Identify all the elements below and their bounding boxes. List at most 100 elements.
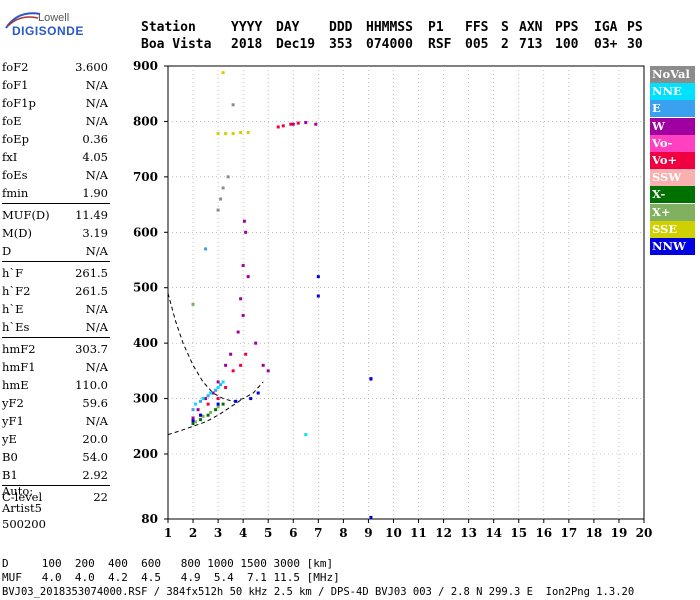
data-point-nne xyxy=(194,402,198,406)
legend-item: NoVal xyxy=(650,66,695,83)
param-row: foF2 3.600 xyxy=(2,60,108,78)
y-tick-label: 600 xyxy=(133,225,158,239)
param-value: N/A xyxy=(85,114,108,128)
param-name: foEs xyxy=(2,168,28,182)
data-point-noval xyxy=(231,103,235,107)
param-row: M(D) 3.19 xyxy=(2,226,108,244)
param-row: yF2 59.6 xyxy=(2,396,108,414)
param-value: N/A xyxy=(85,360,108,374)
x-tick-label: 5 xyxy=(264,526,272,540)
x-tick-label: 3 xyxy=(214,526,222,540)
x-tick-label: 13 xyxy=(460,526,477,540)
data-point-w xyxy=(266,369,270,373)
data-point-w xyxy=(241,313,245,317)
data-point-w xyxy=(242,219,246,223)
legend-item: Vo- xyxy=(650,134,695,152)
data-point-sse xyxy=(224,132,228,136)
x-tick-label: 20 xyxy=(636,526,653,540)
param-value: N/A xyxy=(85,414,108,428)
param-name: yE xyxy=(2,432,17,446)
param-value: 3.19 xyxy=(82,226,108,240)
param-name: D xyxy=(2,244,12,258)
data-point-w xyxy=(204,397,208,401)
data-point-x- xyxy=(191,302,195,306)
header-label: Station xyxy=(141,20,196,35)
data-point-nne xyxy=(221,380,225,384)
legend-item: X- xyxy=(650,186,695,204)
header-label: PPS xyxy=(555,20,579,35)
x-tick-label: 2 xyxy=(189,526,197,540)
header-label: FFS xyxy=(465,20,489,35)
data-point-x- xyxy=(214,408,218,412)
param-value: 4.05 xyxy=(82,150,108,164)
header-value: 100 xyxy=(555,37,579,52)
param-name: MUF(D) xyxy=(2,208,50,222)
data-point-nnw xyxy=(216,402,220,406)
legend-item: SSE xyxy=(650,220,695,238)
param-value: 1.90 xyxy=(82,186,108,200)
data-point-nnw xyxy=(256,391,260,395)
param-name: fmin xyxy=(2,186,29,200)
param-row: h`E N/A xyxy=(2,302,108,320)
data-point-w xyxy=(244,230,248,234)
param-name: M(D) xyxy=(2,226,32,240)
param-value: 110.0 xyxy=(75,378,108,392)
data-point-w xyxy=(314,122,318,126)
distance-row: D 100 200 400 600 800 1000 1500 3000 [km… xyxy=(2,557,334,570)
header-label: PS xyxy=(627,20,643,35)
param-name: yF2 xyxy=(2,396,24,410)
param-value: N/A xyxy=(85,78,108,92)
param-row: B0 54.0 xyxy=(2,450,108,468)
data-point-vo- xyxy=(276,125,280,129)
param-row: fmin 1.90 xyxy=(2,186,108,204)
data-point-e xyxy=(214,388,218,392)
dashed-trace-lower xyxy=(167,398,244,436)
footer-info: BVJ03_2018353074000.RSF / 384fx512h 50 k… xyxy=(2,586,635,598)
x-tick-label: 19 xyxy=(611,526,628,540)
x-tick-label: 6 xyxy=(289,526,297,540)
data-point-nne xyxy=(216,385,220,389)
x-tick-label: 17 xyxy=(560,526,577,540)
header-value: 353 xyxy=(329,37,353,52)
header-label: IGA xyxy=(594,20,618,35)
data-point-vo- xyxy=(239,363,243,367)
data-point-w xyxy=(196,408,200,412)
data-point-w xyxy=(239,297,243,301)
data-point-vo- xyxy=(231,369,235,373)
param-row: D N/A xyxy=(2,244,108,262)
param-name: h`F2 xyxy=(2,284,31,298)
param-name: h`F xyxy=(2,266,24,280)
param-name: B0 xyxy=(2,450,18,464)
data-point-w xyxy=(216,380,220,384)
header-label: YYYY xyxy=(231,20,263,35)
param-row: foF1p N/A xyxy=(2,96,108,114)
logo-digisonde: DIGISONDE xyxy=(12,24,84,38)
x-tick-label: 12 xyxy=(435,526,452,540)
data-point-sse xyxy=(246,131,250,135)
data-point-vo- xyxy=(296,121,300,125)
data-point-x- xyxy=(209,410,213,414)
data-point-nnw xyxy=(316,294,320,298)
header-value: 03+ xyxy=(594,37,618,52)
param-name: hmF1 xyxy=(2,360,36,374)
data-point-w xyxy=(254,341,258,345)
x-tick-label: 7 xyxy=(314,526,322,540)
header-label: AXN xyxy=(519,20,543,35)
header-value: Boa Vista xyxy=(141,37,212,52)
header-value: 005 xyxy=(465,37,489,52)
param-name: hmF2 xyxy=(2,342,36,356)
param-row: h`F2 261.5 xyxy=(2,284,108,302)
param-separator xyxy=(2,337,110,338)
param-separator xyxy=(2,485,110,486)
muf-row: MUF 4.0 4.0 4.2 4.5 4.9 5.4 7.1 11.5 [MH… xyxy=(2,571,340,584)
x-tick-label: 14 xyxy=(485,526,502,540)
y-tick-label: 900 xyxy=(133,59,158,73)
y-tick-label: 800 xyxy=(133,114,158,128)
param-row: MUF(D) 11.49 xyxy=(2,208,108,226)
y-tick-label: 400 xyxy=(133,336,158,350)
data-point-e xyxy=(199,399,203,403)
param-value: N/A xyxy=(85,244,108,258)
param-value: 54.0 xyxy=(82,450,108,464)
data-point-w xyxy=(211,391,215,395)
param-row: hmF2 303.7 xyxy=(2,342,108,360)
